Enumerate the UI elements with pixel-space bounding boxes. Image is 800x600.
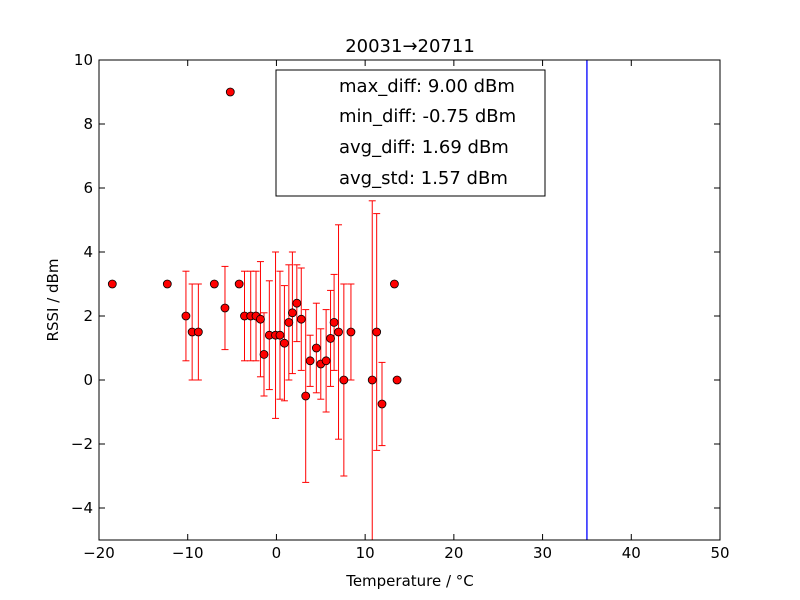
- data-point: [225, 87, 235, 97]
- data-point: [301, 391, 311, 401]
- data-point: [284, 317, 294, 327]
- x-tick-label: 50: [710, 544, 729, 562]
- data-point: [334, 327, 343, 337]
- data-point: [326, 333, 335, 343]
- data-point: [193, 327, 203, 337]
- data-point: [234, 279, 244, 289]
- data-point: [220, 303, 230, 313]
- data-point: [390, 279, 399, 289]
- y-tick-label: 6: [83, 179, 93, 197]
- x-tick-label: −20: [83, 544, 115, 562]
- data-point: [305, 356, 315, 366]
- data-point: [287, 308, 297, 318]
- data-point: [339, 375, 349, 385]
- y-axis-label: RSSI / dBm: [44, 259, 62, 342]
- data-point: [162, 279, 172, 289]
- data-point: [280, 338, 289, 348]
- y-tick-label: 8: [83, 115, 93, 133]
- x-axis-label: Temperature / °C: [345, 572, 474, 590]
- data-point: [107, 279, 117, 289]
- legend-box: [275, 69, 546, 197]
- y-tick-label: 2: [83, 307, 93, 325]
- y-tick-label: 4: [83, 243, 93, 261]
- y-tick-label: −2: [71, 435, 93, 453]
- data-point: [372, 327, 382, 337]
- axes-frame: [98, 59, 721, 541]
- y-tick-label: −4: [71, 499, 93, 517]
- data-point: [377, 399, 387, 409]
- chart-title: 20031→20711: [345, 36, 475, 57]
- data-point: [292, 298, 302, 308]
- plot-area: [107, 60, 588, 540]
- legend-entry-max-diff: max_diff: 9.00 dBm: [339, 76, 515, 97]
- error-bar: [368, 200, 376, 540]
- data-point: [367, 375, 377, 385]
- data-point: [392, 375, 402, 385]
- x-tick-label: 20: [444, 544, 463, 562]
- legend-entry-avg-diff: avg_diff: 1.69 dBm: [339, 137, 509, 158]
- x-tick-label: 10: [356, 544, 375, 562]
- data-point: [209, 279, 219, 289]
- data-point: [311, 343, 321, 353]
- x-tick-label: 0: [272, 544, 282, 562]
- x-tick-label: −10: [172, 544, 204, 562]
- data-point: [256, 314, 265, 324]
- data-point: [275, 330, 285, 340]
- data-point: [321, 356, 331, 366]
- x-tick-label: 30: [533, 544, 552, 562]
- data-point: [329, 317, 339, 327]
- y-tick-label: 0: [83, 371, 93, 389]
- y-tick-label: 10: [74, 51, 93, 69]
- legend: max_diff: 9.00 dBm min_diff: -0.75 dBm a…: [275, 69, 546, 197]
- data-point: [346, 327, 356, 337]
- data-point: [259, 349, 269, 359]
- legend-entry-min-diff: min_diff: -0.75 dBm: [339, 106, 516, 127]
- legend-entry-avg-std: avg_std: 1.57 dBm: [339, 168, 508, 189]
- x-tick-label: 40: [622, 544, 641, 562]
- data-point: [181, 311, 191, 321]
- data-point: [296, 314, 306, 324]
